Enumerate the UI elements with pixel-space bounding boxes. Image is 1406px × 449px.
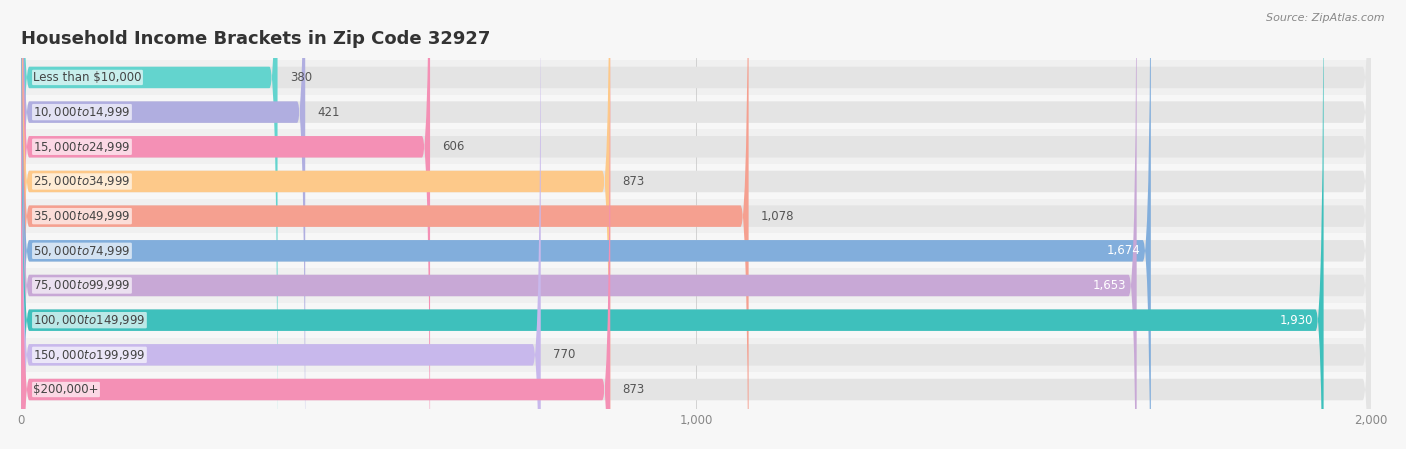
Text: $25,000 to $34,999: $25,000 to $34,999 [34,175,131,189]
Bar [21,95,1371,129]
Bar [21,338,1371,372]
Text: 873: 873 [623,383,645,396]
Bar [21,164,1371,199]
Text: $50,000 to $74,999: $50,000 to $74,999 [34,244,131,258]
Text: 606: 606 [443,140,464,153]
FancyBboxPatch shape [21,0,1371,449]
Text: $10,000 to $14,999: $10,000 to $14,999 [34,105,131,119]
FancyBboxPatch shape [21,0,1371,449]
Text: 1,653: 1,653 [1092,279,1126,292]
FancyBboxPatch shape [21,0,1371,449]
Bar [21,303,1371,338]
Text: $150,000 to $199,999: $150,000 to $199,999 [34,348,146,362]
Bar [21,268,1371,303]
FancyBboxPatch shape [21,0,1323,449]
FancyBboxPatch shape [21,0,748,449]
Text: $200,000+: $200,000+ [34,383,98,396]
FancyBboxPatch shape [21,0,305,449]
Bar [21,199,1371,233]
FancyBboxPatch shape [21,0,1371,449]
Text: Household Income Brackets in Zip Code 32927: Household Income Brackets in Zip Code 32… [21,31,491,48]
FancyBboxPatch shape [21,0,1371,449]
FancyBboxPatch shape [21,0,277,449]
FancyBboxPatch shape [21,0,1136,449]
FancyBboxPatch shape [21,0,1371,449]
Text: $15,000 to $24,999: $15,000 to $24,999 [34,140,131,154]
FancyBboxPatch shape [21,0,1371,449]
Text: $100,000 to $149,999: $100,000 to $149,999 [34,313,146,327]
Text: 770: 770 [553,348,575,361]
Text: 1,674: 1,674 [1107,244,1140,257]
FancyBboxPatch shape [21,0,1371,449]
FancyBboxPatch shape [21,0,430,449]
Text: 873: 873 [623,175,645,188]
Text: Source: ZipAtlas.com: Source: ZipAtlas.com [1267,13,1385,23]
Bar [21,372,1371,407]
FancyBboxPatch shape [21,0,610,449]
Text: 380: 380 [290,71,312,84]
FancyBboxPatch shape [21,0,1371,449]
FancyBboxPatch shape [21,0,610,449]
Text: 1,930: 1,930 [1279,314,1313,327]
Text: 421: 421 [318,106,340,119]
Bar [21,233,1371,268]
Bar [21,129,1371,164]
Text: 1,078: 1,078 [761,210,794,223]
FancyBboxPatch shape [21,0,1152,449]
FancyBboxPatch shape [21,0,1371,449]
Text: Less than $10,000: Less than $10,000 [34,71,142,84]
Bar [21,60,1371,95]
Text: $35,000 to $49,999: $35,000 to $49,999 [34,209,131,223]
FancyBboxPatch shape [21,0,541,449]
Text: $75,000 to $99,999: $75,000 to $99,999 [34,278,131,292]
